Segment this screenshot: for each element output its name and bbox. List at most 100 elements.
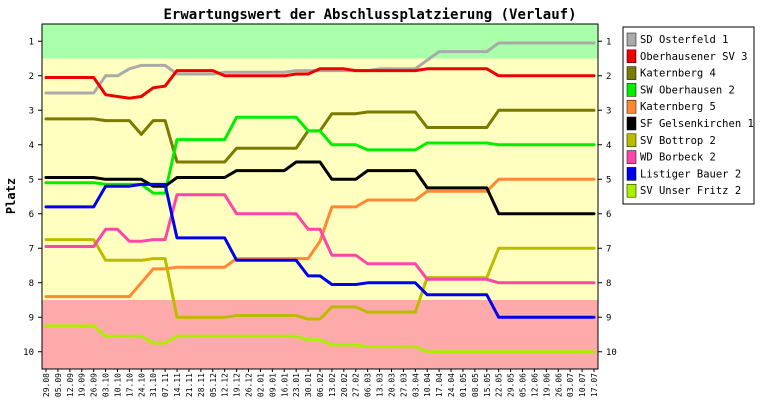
legend-label-8: WD Borbeck 2 (640, 152, 716, 164)
legend-swatch-6 (626, 116, 637, 131)
legend-label-6: SF Gelsenkirchen 1 (640, 118, 754, 130)
x-tick-label-29: 13.03 (376, 373, 385, 397)
x-tick-label-41: 05.06 (519, 373, 528, 397)
x-tick-label-32: 03.04 (411, 373, 420, 397)
x-tick-label-21: 16.01 (280, 373, 289, 397)
x-axis: 29.08 05.09 12.09 19.09 26.09 03.10 10.10 17.10… (42, 369, 599, 397)
legend-label-7: SV Bottrop 2 (640, 135, 716, 147)
x-tick-label-45: 03.07 (566, 373, 575, 397)
x-tick-label-10: 31.10 (149, 373, 158, 397)
series-line-2 (44, 67, 596, 100)
x-tick-label-19: 02.01 (256, 373, 265, 397)
y-tick-label-right-3: 3 (606, 106, 611, 116)
y-tick-label-left-9: 9 (29, 313, 34, 323)
x-tick-label-40: 29.05 (507, 373, 516, 397)
x-tick-label-44: 26.06 (554, 373, 563, 397)
y-tick-label-right-5: 5 (606, 175, 611, 185)
zone-band-3 (42, 300, 598, 369)
x-tick-label-18: 26.12 (245, 373, 254, 397)
y-tick-label-left-8: 8 (29, 279, 34, 289)
series-line-6 (44, 160, 596, 216)
legend-label-5: Katernberg 5 (640, 101, 716, 113)
x-tick-label-38: 15.05 (483, 373, 492, 397)
x-tick-label-31: 27.03 (399, 373, 408, 397)
y-tick-label-left-1: 1 (29, 37, 34, 47)
x-tick-label-26: 20.02 (340, 373, 349, 397)
legend-label-3: Katernberg 4 (640, 68, 716, 80)
x-tick-label-20: 09.01 (268, 373, 277, 397)
x-tick-label-5: 26.09 (90, 373, 99, 397)
series-line-10 (44, 324, 596, 354)
series-line-5 (44, 177, 596, 299)
series-line-7 (44, 238, 596, 321)
x-tick-label-2: 05.09 (54, 373, 63, 397)
y-axis-right: 1 2 3 4 5 6 7 8 9 10 (598, 37, 617, 358)
x-tick-label-47: 17.07 (590, 373, 599, 397)
x-tick-label-27: 27.02 (352, 373, 361, 397)
x-tick-label-43: 19.06 (542, 373, 551, 397)
x-tick-label-46: 10.07 (578, 373, 587, 397)
legend-swatch-4 (626, 83, 637, 97)
legend-label-4: SW Oberhausen 2 (640, 84, 735, 96)
y-tick-label-right-7: 7 (606, 244, 611, 254)
x-tick-label-23: 30.01 (304, 373, 313, 397)
x-tick-label-17: 19.12 (233, 373, 242, 397)
y-axis-label: Platz (4, 178, 18, 214)
y-tick-label-left-2: 2 (29, 72, 34, 82)
x-tick-label-14: 28.11 (197, 373, 206, 397)
x-tick-label-13: 21.11 (185, 373, 194, 397)
x-tick-label-28: 06.03 (364, 373, 373, 397)
y-tick-label-right-10: 10 (606, 348, 617, 358)
x-tick-label-25: 13.02 (328, 373, 337, 397)
x-tick-label-12: 14.11 (173, 373, 182, 397)
legend-swatch-7 (626, 133, 637, 148)
zone-band-1 (42, 24, 598, 59)
legend-swatch-9 (626, 167, 637, 181)
x-tick-label-9: 24.10 (137, 373, 146, 397)
y-tick-label-right-1: 1 (606, 37, 611, 47)
x-tick-label-42: 12.06 (530, 373, 539, 397)
legend-swatch-5 (626, 99, 637, 114)
x-tick-label-30: 20.03 (388, 373, 397, 397)
x-tick-label-16: 12.12 (221, 373, 230, 397)
x-tick-label-36: 01.05 (459, 373, 468, 397)
legend-label-2: Oberhausener SV 3 (640, 51, 747, 63)
y-tick-label-right-4: 4 (606, 141, 611, 151)
x-tick-label-3: 12.09 (66, 373, 75, 397)
series-line-8 (44, 193, 596, 285)
y-tick-label-left-10: 10 (23, 348, 34, 358)
x-tick-label-39: 22.05 (495, 373, 504, 397)
legend-swatch-2 (626, 49, 637, 64)
x-tick-label-15: 05.12 (209, 373, 218, 397)
y-tick-label-left-6: 6 (29, 210, 34, 220)
y-tick-label-right-6: 6 (606, 210, 611, 220)
x-tick-label-1: 29.08 (42, 373, 51, 397)
x-tick-label-4: 19.09 (78, 373, 87, 397)
y-axis-left: 1 2 3 4 5 6 7 8 9 10 (23, 37, 42, 358)
y-tick-label-right-9: 9 (606, 313, 611, 323)
legend-label-9: Listiger Bauer 2 (640, 168, 741, 180)
chart-title: Erwartungswert der Abschlussplatzierung … (163, 7, 576, 23)
x-tick-label-11: 07.11 (161, 373, 170, 397)
x-tick-label-6: 03.10 (102, 373, 111, 397)
y-tick-label-left-4: 4 (29, 141, 34, 151)
series-lines (44, 41, 596, 354)
series-line-1 (44, 41, 596, 95)
legend-swatch-1 (626, 32, 637, 47)
legend-swatch-10 (626, 183, 637, 198)
x-tick-label-33: 10.04 (423, 373, 432, 397)
x-tick-label-24: 06.02 (316, 373, 325, 397)
legend-box (622, 26, 755, 205)
legend-swatch-8 (626, 150, 637, 164)
x-tick-label-35: 24.04 (447, 373, 456, 397)
x-tick-label-34: 17.04 (435, 373, 444, 397)
legend-label-1: SD Osterfeld 1 (640, 34, 729, 46)
y-tick-label-left-7: 7 (29, 244, 34, 254)
y-tick-label-left-5: 5 (29, 175, 34, 185)
x-tick-label-22: 23.01 (292, 373, 301, 397)
y-tick-label-right-2: 2 (606, 72, 611, 82)
y-tick-label-right-8: 8 (606, 279, 611, 289)
legend: SD Osterfeld 1 Oberhausener SV 3 Katernber… (622, 26, 755, 205)
